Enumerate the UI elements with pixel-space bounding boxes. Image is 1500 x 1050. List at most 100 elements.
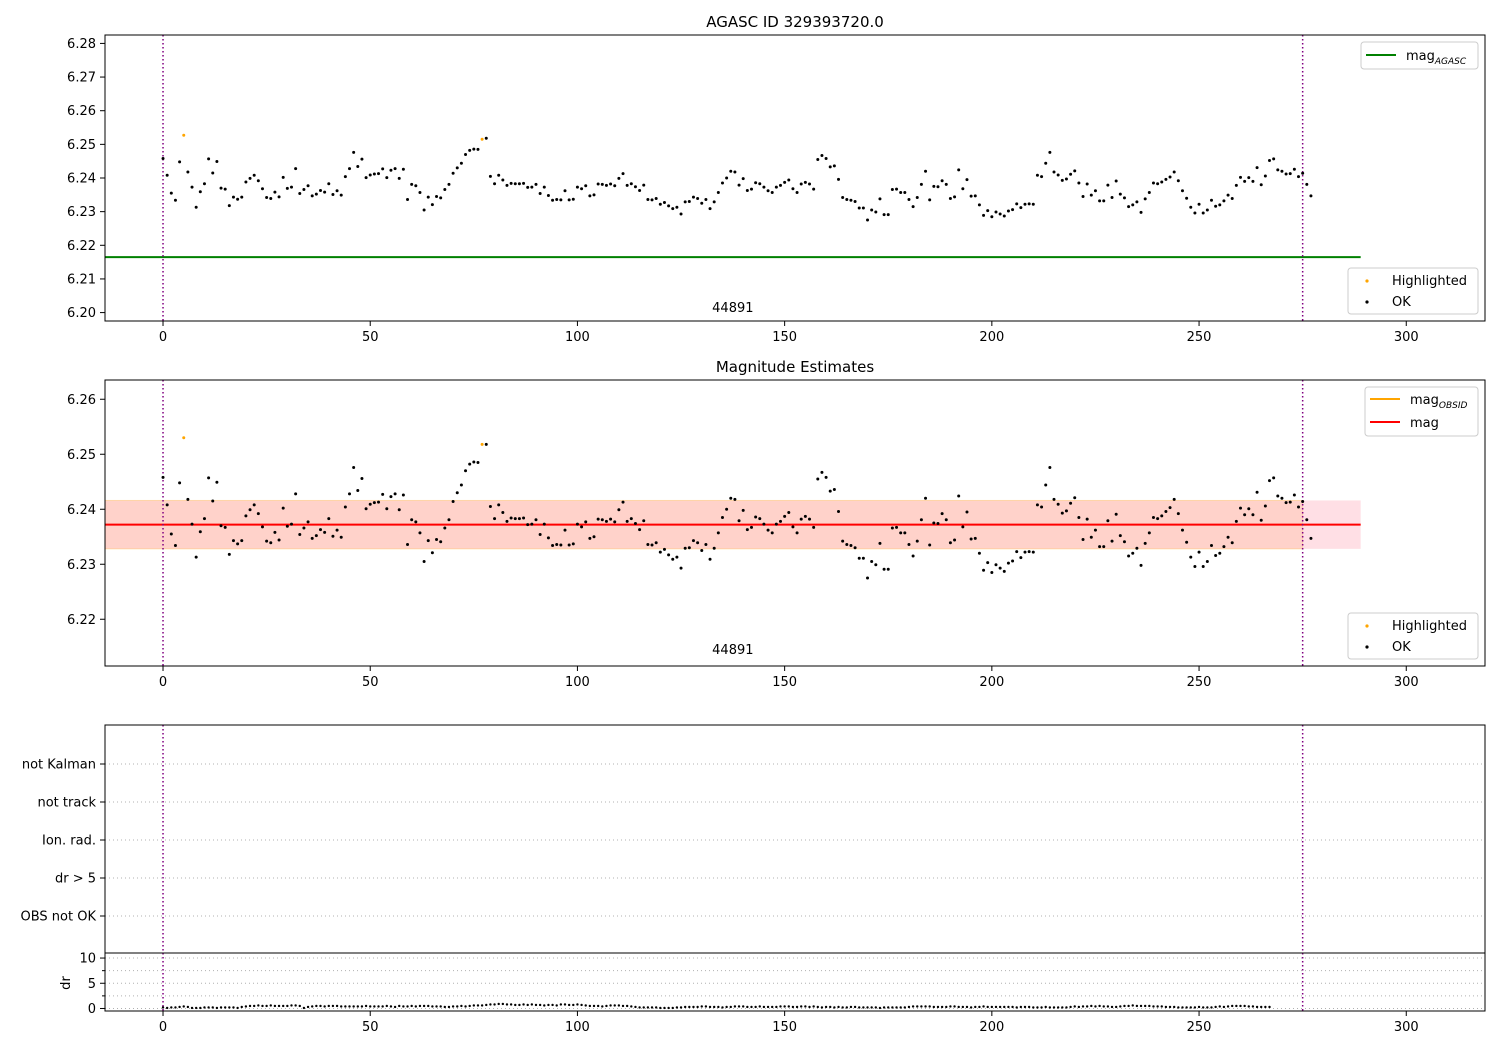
ok-point (1301, 500, 1305, 504)
ok-point (464, 152, 468, 156)
dr-point (762, 1005, 766, 1009)
ok-point (1305, 518, 1309, 522)
dr-point (683, 1005, 687, 1009)
ok-point (820, 470, 824, 474)
ok-point (994, 563, 998, 567)
ok-point (368, 173, 372, 177)
dr-point (240, 1005, 243, 1009)
ok-point (435, 195, 439, 199)
ok-point (973, 536, 977, 540)
dr-point (1065, 1006, 1068, 1009)
ok-point (687, 546, 691, 550)
ok-point (219, 186, 223, 190)
ok-point (571, 542, 575, 546)
ok-point (1023, 202, 1027, 206)
ok-point (343, 175, 347, 179)
dr-point (741, 1005, 745, 1008)
ok-point (600, 182, 604, 186)
ok-point (348, 167, 352, 171)
ok-point (861, 206, 865, 210)
dr-point (555, 1004, 558, 1007)
dr-point (170, 1006, 173, 1009)
ok-point (712, 546, 716, 550)
ok-point (430, 203, 434, 207)
ok-point (907, 198, 911, 202)
ok-point (1069, 501, 1073, 505)
ok-point (435, 538, 439, 541)
ok-point (401, 167, 405, 171)
ok-point (824, 156, 828, 160)
ok-point (1201, 211, 1205, 215)
dr-point (675, 1006, 679, 1009)
ok-point (546, 536, 550, 540)
dr-point (650, 1006, 654, 1009)
ok-point (1027, 202, 1031, 206)
dr-point (547, 1003, 550, 1007)
dr-point (1007, 1005, 1010, 1009)
dr-point (1189, 1006, 1192, 1009)
ok-point (870, 560, 874, 563)
ok-point (580, 187, 584, 191)
ok-point (580, 525, 584, 529)
dr-point (903, 1006, 907, 1009)
dr-point (323, 1005, 326, 1008)
ok-point (845, 542, 849, 546)
ok-point (298, 191, 302, 195)
dr-point (381, 1005, 384, 1008)
dr-point (787, 1005, 790, 1008)
ok-point (650, 543, 654, 547)
ok-point (828, 165, 832, 169)
ok-point (381, 167, 385, 171)
ok-point (1015, 550, 1019, 554)
ok-point (1276, 494, 1280, 498)
ok-point (393, 167, 397, 171)
dr-point (812, 1005, 815, 1008)
ok-point (559, 198, 563, 202)
highlighted-point (480, 137, 484, 141)
ok-point (551, 544, 555, 548)
ok-point (447, 182, 451, 186)
dr-point (911, 1005, 915, 1008)
panel-estimates: Magnitude Estimates 0 50 100 150 200 250 300 6… (67, 358, 1486, 690)
dr-point (1218, 1005, 1221, 1008)
ok-point (414, 520, 418, 524)
ok-point (1243, 179, 1247, 183)
y-tick-label: 6.24 (67, 172, 96, 187)
ok-point (468, 148, 472, 152)
dr-point (771, 1005, 774, 1009)
ok-point (1098, 545, 1102, 549)
dr-point (721, 1006, 724, 1009)
ok-point (1027, 550, 1031, 554)
dr-point (497, 1002, 500, 1006)
ok-point (501, 511, 505, 515)
ok-point (642, 519, 646, 523)
ok-point (1139, 210, 1143, 214)
ok-point (178, 481, 182, 485)
ok-point (567, 198, 571, 202)
dr-point (866, 1006, 869, 1009)
ok-point (397, 508, 401, 512)
dr-point (269, 1004, 272, 1007)
dr-point (1131, 1004, 1134, 1007)
ok-point (534, 518, 538, 522)
ok-point (667, 553, 671, 557)
ok-point (559, 543, 563, 547)
dr-point (248, 1004, 252, 1008)
dr-point (398, 1004, 401, 1008)
ok-point (493, 517, 497, 521)
dr-point (617, 1004, 621, 1007)
ok-point (965, 178, 969, 182)
ok-point (497, 503, 501, 507)
ok-point (202, 517, 206, 521)
dr-point (1148, 1004, 1151, 1008)
ok-point (236, 542, 240, 546)
dr-point (725, 1005, 728, 1009)
x-tick-label: 150 (772, 675, 797, 690)
ok-point (965, 510, 969, 514)
dr-point (949, 1005, 952, 1008)
dr-point (729, 1005, 732, 1009)
ok-point (393, 492, 397, 496)
dr-point (302, 1006, 306, 1010)
dr-point (485, 1003, 488, 1007)
ok-point (165, 503, 169, 507)
